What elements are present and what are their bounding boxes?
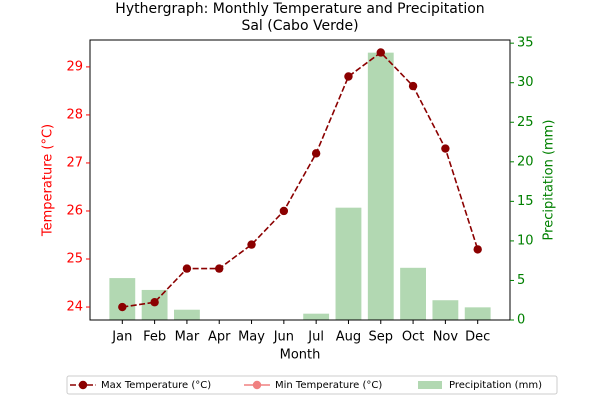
point xyxy=(215,264,224,273)
bar xyxy=(109,278,136,320)
legend-label: Max Temperature (°C) xyxy=(101,380,211,391)
chart-title: Hythergraph: Monthly Temperature and Pre… xyxy=(115,1,484,17)
point xyxy=(473,245,482,254)
y2-tick-label: 10 xyxy=(517,233,534,248)
y2-tick-label: 5 xyxy=(517,273,525,288)
x-tick-label: Apr xyxy=(208,330,231,345)
point xyxy=(408,81,418,91)
x-tick-label: Jan xyxy=(111,330,132,345)
x-tick-label: Feb xyxy=(143,330,166,345)
y-tick-label: 29 xyxy=(66,59,83,74)
legend-label: Min Temperature (°C) xyxy=(275,380,382,391)
line xyxy=(122,51,479,308)
bar xyxy=(367,52,394,321)
x-tick-label: May xyxy=(238,330,265,345)
y2-axis-label: Precipitation (mm) xyxy=(542,120,557,241)
bar xyxy=(174,309,200,320)
y2-tick-label: 30 xyxy=(517,75,534,90)
y2-tick-label: 15 xyxy=(517,194,534,209)
point xyxy=(118,302,127,312)
chart-subtitle: Sal (Cabo Verde) xyxy=(241,18,358,34)
y-tick-label: 25 xyxy=(66,252,83,267)
point xyxy=(344,72,353,81)
y-tick-label: 24 xyxy=(66,300,83,315)
x-tick-label: Jun xyxy=(273,330,294,345)
x-tick-label: Jul xyxy=(307,330,324,345)
point xyxy=(376,48,385,57)
y-tick-label: 26 xyxy=(66,203,83,218)
y-axis-label: Temperature (°C) xyxy=(41,124,56,237)
x-axis-label: Month xyxy=(280,348,321,363)
legend-label: Precipitation (mm) xyxy=(449,380,542,391)
y2-tick-label: 35 xyxy=(517,36,534,51)
y-tick-label: 28 xyxy=(66,107,83,122)
y2-tick-label: 25 xyxy=(517,115,534,130)
bar xyxy=(303,313,330,320)
point xyxy=(441,144,450,153)
x-tick-label: Aug xyxy=(336,330,361,345)
plot-frame xyxy=(89,39,511,321)
point xyxy=(182,264,192,273)
y2-tick-label: 20 xyxy=(517,154,534,169)
point xyxy=(247,240,256,249)
x-tick-label: Sep xyxy=(369,330,394,345)
x-tick-label: Nov xyxy=(433,330,459,345)
y2-tick-label: 0 xyxy=(517,313,525,328)
point xyxy=(150,298,159,307)
point xyxy=(279,206,289,216)
x-tick-label: Oct xyxy=(402,330,424,345)
x-tick-label: Mar xyxy=(175,330,200,345)
legend-marker xyxy=(252,380,262,390)
bar xyxy=(400,267,426,320)
legend-marker xyxy=(78,380,88,390)
legend-box xyxy=(66,375,558,395)
bar xyxy=(335,207,362,320)
bar xyxy=(432,300,459,320)
y-tick-label: 27 xyxy=(66,155,83,170)
legend-swatch xyxy=(418,381,442,389)
x-tick-label: Dec xyxy=(465,330,490,345)
bar xyxy=(464,307,491,320)
point xyxy=(311,149,321,158)
